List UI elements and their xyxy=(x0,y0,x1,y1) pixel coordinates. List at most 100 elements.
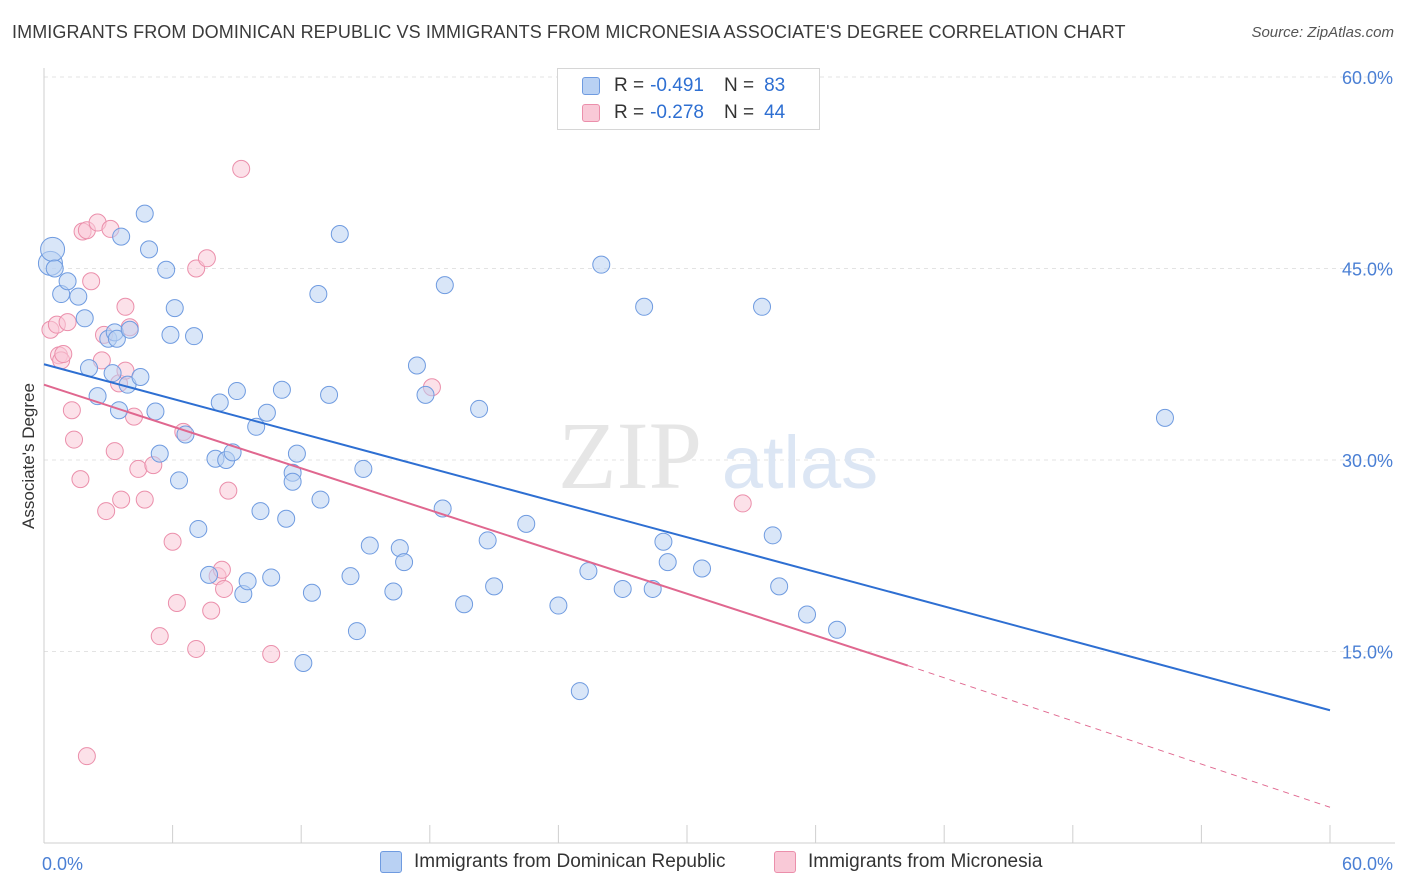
data-point-dominican-republic xyxy=(455,595,474,614)
data-point-micronesia xyxy=(733,494,752,513)
legend-row-dominican: R = -0.491 N = 83 xyxy=(582,74,785,98)
legend-label: Immigrants from Dominican Republic xyxy=(414,851,726,872)
chart-title: IMMIGRANTS FROM DOMINICAN REPUBLIC VS IM… xyxy=(12,22,1126,42)
data-point-dominican-republic xyxy=(103,364,122,383)
data-point-dominican-republic xyxy=(654,532,673,551)
data-point-micronesia xyxy=(65,430,84,449)
series-legend: Immigrants from Dominican Republic Immig… xyxy=(0,851,1406,877)
data-point-dominican-republic xyxy=(120,320,139,339)
y-tick-label: 15.0% xyxy=(1342,643,1393,663)
data-point-micronesia xyxy=(219,481,238,500)
data-point-dominican-republic xyxy=(360,536,379,555)
data-point-dominican-republic xyxy=(320,385,339,404)
data-point-dominican-republic xyxy=(635,297,654,316)
data-point-dominican-republic xyxy=(693,559,712,578)
data-point-micronesia xyxy=(62,401,81,420)
data-point-micronesia xyxy=(187,639,206,658)
trend-line-micronesia xyxy=(43,383,909,667)
legend-n-value: 44 xyxy=(764,102,786,123)
data-point-dominican-republic xyxy=(157,260,176,279)
data-point-micronesia xyxy=(112,490,131,509)
legend-item-dominican-republic: Immigrants from Dominican Republic xyxy=(380,851,726,873)
data-point-dominican-republic xyxy=(517,514,536,533)
data-point-dominican-republic xyxy=(272,380,291,399)
data-point-micronesia xyxy=(54,345,73,364)
data-point-dominican-republic xyxy=(407,356,426,375)
data-point-dominican-republic xyxy=(262,568,281,587)
y-tick-label: 30.0% xyxy=(1342,451,1393,471)
data-point-dominican-republic xyxy=(470,399,489,418)
data-point-micronesia xyxy=(197,249,216,268)
data-point-dominican-republic xyxy=(416,385,435,404)
series-micronesia xyxy=(41,159,752,766)
data-point-micronesia xyxy=(163,532,182,551)
data-point-dominican-republic xyxy=(189,519,208,538)
data-point-dominican-republic xyxy=(107,329,126,348)
data-point-dominican-republic xyxy=(798,605,817,624)
data-point-dominican-republic xyxy=(770,577,789,596)
data-point-dominican-republic xyxy=(658,553,677,572)
data-point-dominican-republic xyxy=(828,620,847,639)
data-point-dominican-republic xyxy=(347,622,366,641)
data-point-micronesia xyxy=(71,470,90,489)
data-point-dominican-republic xyxy=(579,562,598,581)
data-point-micronesia xyxy=(167,593,186,612)
data-point-micronesia xyxy=(58,313,77,332)
legend-n-label: N = xyxy=(723,75,755,96)
data-point-dominican-republic xyxy=(165,299,184,318)
data-point-dominican-republic xyxy=(131,368,150,387)
data-point-dominican-republic xyxy=(549,596,568,615)
x-tick-label: 0.0% xyxy=(42,854,83,874)
data-point-dominican-republic xyxy=(485,577,504,596)
watermark: ZIP atlas xyxy=(558,402,878,509)
data-point-dominican-republic xyxy=(40,236,66,262)
data-point-dominican-republic xyxy=(69,287,88,306)
watermark-atlas: atlas xyxy=(722,421,878,504)
data-point-dominican-republic xyxy=(257,403,276,422)
data-point-dominican-republic xyxy=(238,572,257,591)
data-point-dominican-republic xyxy=(354,459,373,478)
source-label: Source: ZipAtlas.com xyxy=(1251,24,1394,41)
axes xyxy=(43,68,1395,844)
data-point-micronesia xyxy=(82,272,101,291)
trend-line-micronesia-extension xyxy=(907,665,1331,808)
legend-r-label: R = xyxy=(614,102,645,123)
data-point-micronesia xyxy=(105,442,124,461)
legend-row-micronesia: R = -0.278 N = 44 xyxy=(582,101,785,125)
data-point-dominican-republic xyxy=(161,325,180,344)
data-point-dominican-republic xyxy=(112,227,131,246)
data-point-dominican-republic xyxy=(570,682,589,701)
data-point-dominican-republic xyxy=(311,490,330,509)
legend-swatch-blue xyxy=(582,77,600,95)
tick-labels: 15.0% 30.0% 45.0% 60.0% 0.0% 60.0% xyxy=(42,68,1393,874)
data-point-dominican-republic xyxy=(251,502,270,521)
data-point-dominican-republic xyxy=(45,259,64,278)
legend-r-value: -0.278 xyxy=(650,102,704,123)
legend-swatch-pink xyxy=(582,104,600,122)
data-point-dominican-republic xyxy=(330,225,349,244)
data-point-dominican-republic xyxy=(140,240,159,259)
data-point-dominican-republic xyxy=(146,402,165,421)
data-point-dominican-republic xyxy=(135,204,154,223)
data-point-dominican-republic xyxy=(753,297,772,316)
data-point-dominican-republic xyxy=(283,472,302,491)
watermark-zip: ZIP xyxy=(558,402,702,509)
data-point-micronesia xyxy=(215,579,234,598)
data-point-micronesia xyxy=(97,502,116,521)
data-point-micronesia xyxy=(262,645,281,664)
data-point-dominican-republic xyxy=(185,327,204,346)
correlation-legend: R = -0.491 N = 83 R = -0.278 N = 44 xyxy=(557,68,820,130)
data-point-dominican-republic xyxy=(200,565,219,584)
series-dominican-republic xyxy=(37,204,1174,701)
data-point-dominican-republic xyxy=(150,444,169,463)
data-point-micronesia xyxy=(77,747,96,766)
data-point-dominican-republic xyxy=(1155,408,1174,427)
data-point-dominican-republic xyxy=(613,579,632,598)
trend-line-dominican-republic xyxy=(43,363,1331,712)
data-point-dominican-republic xyxy=(395,553,414,572)
y-tick-label: 45.0% xyxy=(1342,260,1393,280)
legend-item-micronesia: Immigrants from Micronesia xyxy=(774,851,1042,873)
data-point-micronesia xyxy=(135,490,154,509)
data-point-dominican-republic xyxy=(435,276,454,295)
data-point-dominican-republic xyxy=(227,382,246,401)
